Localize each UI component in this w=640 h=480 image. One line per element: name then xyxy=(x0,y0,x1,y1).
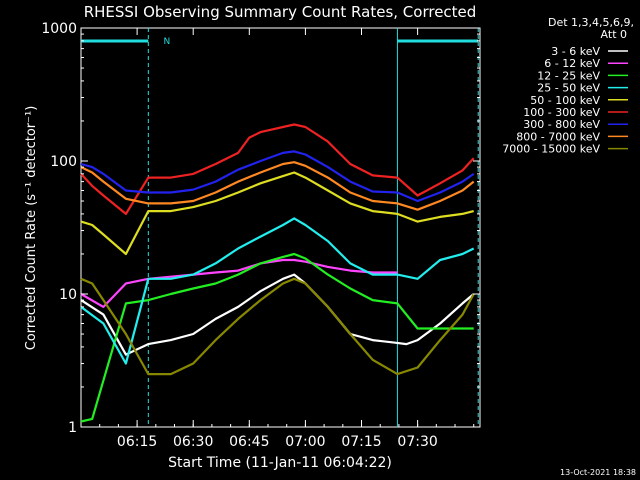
night-interval-lines xyxy=(81,28,479,427)
footer-date: 13-Oct-2021 18:38 xyxy=(560,468,636,477)
annotation-0: N xyxy=(164,37,171,47)
y-axis-ticks: 1 10 100 1000 xyxy=(41,21,480,436)
series-layer xyxy=(80,123,475,423)
series-line-2 xyxy=(80,252,474,423)
plot-frame xyxy=(80,27,481,428)
series-line-6 xyxy=(80,150,475,203)
x-tick-label-2: 06:45 xyxy=(229,434,269,450)
legend-header-line-1: Det 1,3,4,5,6,9, xyxy=(548,16,634,29)
legend-label-3: 25 - 50 keV xyxy=(537,82,600,95)
x-tick-label-5: 07:30 xyxy=(397,434,437,450)
x-axis-label: Start Time (11-Jan-11 06:04:22) xyxy=(168,455,392,471)
series-line-0 xyxy=(80,273,475,356)
annotation-layer: N xyxy=(164,37,171,47)
series-line-1 xyxy=(80,258,398,308)
legend-label-2: 12 - 25 keV xyxy=(537,69,600,82)
series-line-5 xyxy=(80,123,475,215)
y-tick-label-1: 10 xyxy=(59,287,77,303)
legend-label-1: 6 - 12 keV xyxy=(544,57,600,70)
legend-label-7: 800 - 7000 keV xyxy=(516,130,600,143)
y-tick-label-3: 1000 xyxy=(41,21,77,37)
x-tick-label-4: 07:15 xyxy=(341,434,381,450)
y-tick-label-2: 100 xyxy=(50,154,77,170)
x-tick-label-0: 06:15 xyxy=(117,434,157,450)
legend-label-4: 50 - 100 keV xyxy=(530,94,600,107)
series-line-3 xyxy=(80,217,475,365)
chart-title: RHESSI Observing Summary Count Rates, Co… xyxy=(84,3,477,21)
y-axis-label: Corrected Count Rate (s⁻¹ detector⁻¹) xyxy=(24,106,39,351)
legend-label-0: 3 - 6 keV xyxy=(551,45,600,58)
x-tick-label-1: 06:30 xyxy=(173,434,213,450)
series-line-4 xyxy=(80,171,474,256)
legend-header-line-2: Att 0 xyxy=(601,28,627,41)
y-tick-label-0: 1 xyxy=(68,420,77,436)
legend-label-5: 100 - 300 keV xyxy=(523,106,600,119)
x-axis-ticks: 06:15 06:30 06:45 07:00 07:15 07:30 xyxy=(80,28,475,450)
series-line-7 xyxy=(80,161,475,211)
legend-label-8: 7000 - 15000 keV xyxy=(502,143,600,156)
legend-label-6: 300 - 800 keV xyxy=(523,118,600,131)
series-line-8 xyxy=(80,277,475,376)
x-tick-label-3: 07:00 xyxy=(285,434,325,450)
